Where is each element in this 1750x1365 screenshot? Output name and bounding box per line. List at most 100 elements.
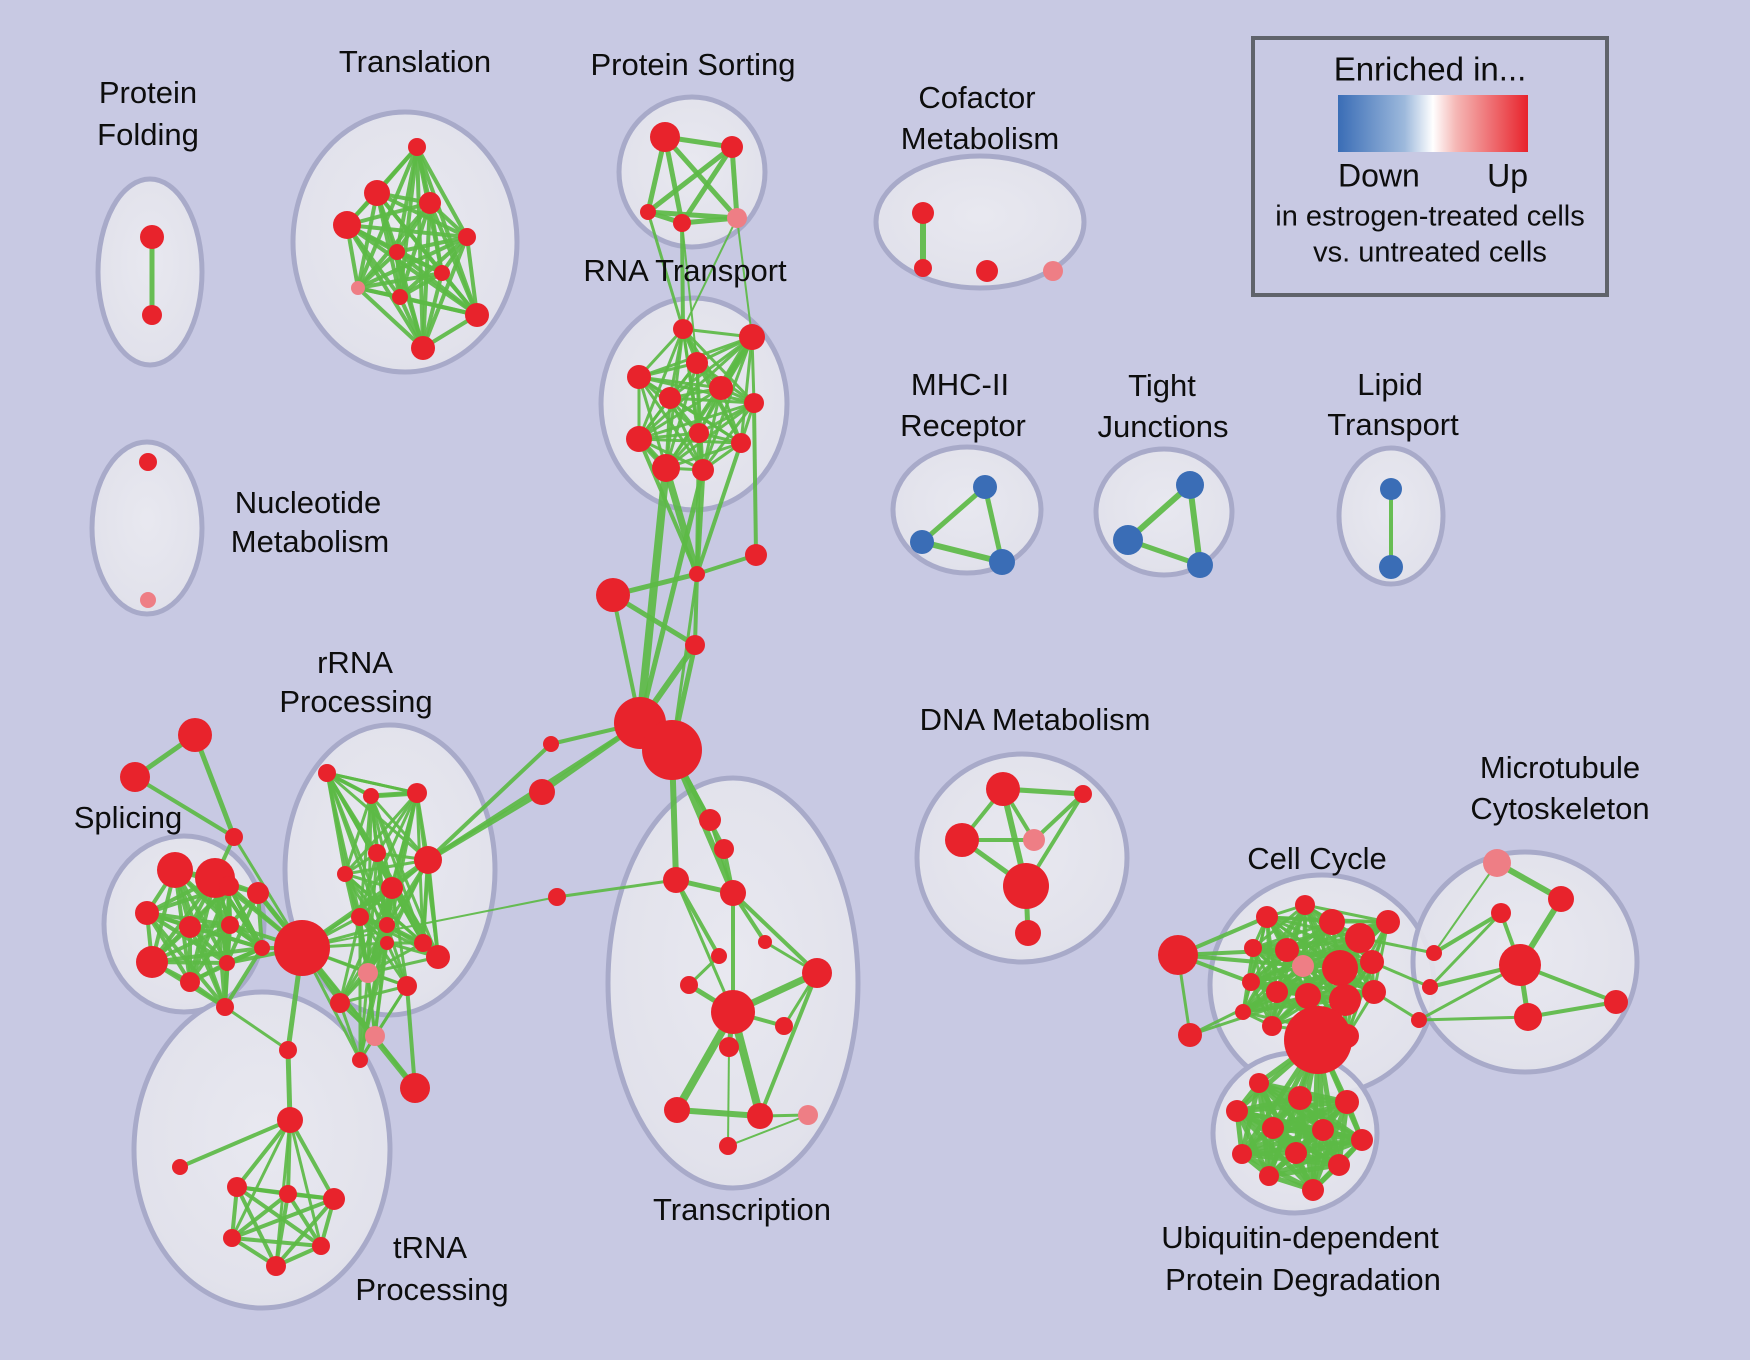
node[interactable]: [1187, 552, 1213, 578]
node[interactable]: [1345, 923, 1375, 953]
node[interactable]: [274, 920, 330, 976]
node[interactable]: [392, 289, 408, 305]
node[interactable]: [973, 475, 997, 499]
node[interactable]: [699, 809, 721, 831]
node[interactable]: [135, 901, 159, 925]
node[interactable]: [1256, 906, 1278, 928]
node[interactable]: [1380, 478, 1402, 500]
node[interactable]: [312, 1237, 330, 1255]
node[interactable]: [1266, 981, 1288, 1003]
node[interactable]: [711, 948, 727, 964]
node[interactable]: [727, 208, 747, 228]
node[interactable]: [380, 936, 394, 950]
node[interactable]: [1262, 1117, 1284, 1139]
node[interactable]: [627, 365, 651, 389]
node[interactable]: [140, 225, 164, 249]
node[interactable]: [976, 260, 998, 282]
node[interactable]: [1242, 973, 1260, 991]
node[interactable]: [744, 393, 764, 413]
node[interactable]: [1422, 979, 1438, 995]
node[interactable]: [379, 917, 395, 933]
node[interactable]: [1379, 555, 1403, 579]
node[interactable]: [219, 955, 235, 971]
node[interactable]: [664, 1097, 690, 1123]
node[interactable]: [758, 935, 772, 949]
node[interactable]: [659, 387, 681, 409]
node[interactable]: [1328, 1154, 1350, 1176]
node[interactable]: [692, 459, 714, 481]
node[interactable]: [548, 888, 566, 906]
node[interactable]: [277, 1107, 303, 1133]
node[interactable]: [1113, 525, 1143, 555]
node[interactable]: [914, 259, 932, 277]
node[interactable]: [1329, 984, 1361, 1016]
node[interactable]: [1158, 935, 1198, 975]
node[interactable]: [333, 211, 361, 239]
node[interactable]: [434, 265, 450, 281]
node[interactable]: [364, 180, 390, 206]
node[interactable]: [337, 866, 353, 882]
node[interactable]: [1235, 1004, 1251, 1020]
node[interactable]: [650, 122, 680, 152]
node[interactable]: [798, 1105, 818, 1125]
node[interactable]: [227, 1177, 247, 1197]
node[interactable]: [685, 635, 705, 655]
node[interactable]: [989, 549, 1015, 575]
node[interactable]: [1285, 1142, 1307, 1164]
node[interactable]: [180, 972, 200, 992]
node[interactable]: [1244, 939, 1262, 957]
node[interactable]: [1284, 1006, 1352, 1074]
node[interactable]: [689, 566, 705, 582]
node[interactable]: [351, 908, 369, 926]
node[interactable]: [221, 916, 239, 934]
node[interactable]: [714, 839, 734, 859]
node[interactable]: [640, 204, 656, 220]
node[interactable]: [673, 319, 693, 339]
node[interactable]: [407, 783, 427, 803]
node[interactable]: [216, 998, 234, 1016]
node[interactable]: [720, 880, 746, 906]
node[interactable]: [1043, 261, 1063, 281]
node[interactable]: [389, 244, 405, 260]
node[interactable]: [1360, 950, 1384, 974]
node[interactable]: [352, 1052, 368, 1068]
node[interactable]: [652, 454, 680, 482]
node[interactable]: [1275, 938, 1299, 962]
node[interactable]: [1302, 1179, 1324, 1201]
node[interactable]: [1259, 1166, 1279, 1186]
node[interactable]: [414, 934, 432, 952]
node[interactable]: [365, 1026, 385, 1046]
node[interactable]: [414, 846, 442, 874]
node[interactable]: [1312, 1119, 1334, 1141]
node[interactable]: [721, 136, 743, 158]
node[interactable]: [689, 423, 709, 443]
node[interactable]: [1335, 1090, 1359, 1114]
node[interactable]: [1351, 1129, 1373, 1151]
node[interactable]: [1176, 471, 1204, 499]
node[interactable]: [709, 376, 733, 400]
node[interactable]: [381, 877, 403, 899]
node[interactable]: [140, 592, 156, 608]
node[interactable]: [318, 764, 336, 782]
node[interactable]: [458, 228, 476, 246]
node[interactable]: [172, 1159, 188, 1175]
node[interactable]: [179, 916, 201, 938]
node[interactable]: [266, 1256, 286, 1276]
node[interactable]: [351, 281, 365, 295]
node[interactable]: [1226, 1100, 1248, 1122]
node[interactable]: [642, 720, 702, 780]
node[interactable]: [330, 993, 350, 1013]
node[interactable]: [1491, 903, 1511, 923]
node[interactable]: [1178, 1023, 1202, 1047]
node[interactable]: [247, 882, 269, 904]
node[interactable]: [419, 192, 441, 214]
node[interactable]: [986, 772, 1020, 806]
node[interactable]: [1288, 1086, 1312, 1110]
node[interactable]: [719, 1037, 739, 1057]
node[interactable]: [1295, 983, 1321, 1009]
node[interactable]: [139, 453, 157, 471]
node[interactable]: [1023, 829, 1045, 851]
node[interactable]: [686, 352, 708, 374]
node[interactable]: [426, 945, 450, 969]
node[interactable]: [358, 963, 378, 983]
